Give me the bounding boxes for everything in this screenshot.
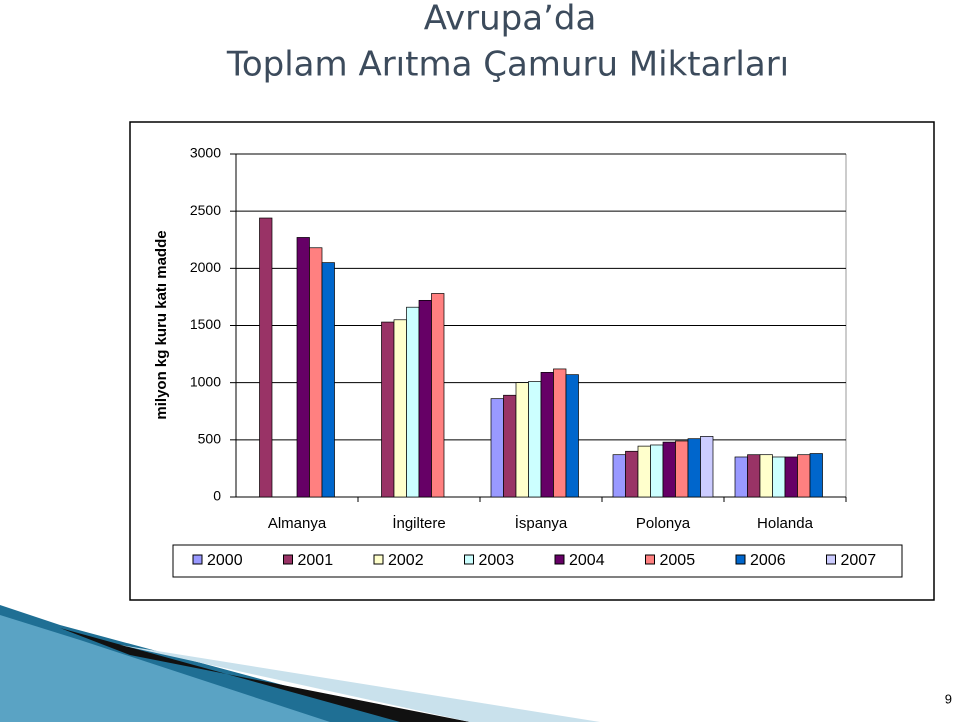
bar <box>259 217 273 498</box>
subtitle: Toplam Arıtma Çamuru Miktarları <box>226 45 789 85</box>
bar <box>296 237 310 498</box>
legend-label: 2004 <box>569 552 605 569</box>
legend-swatch <box>554 554 565 565</box>
bar <box>321 262 335 498</box>
legend-label: 2003 <box>479 552 515 569</box>
bar <box>528 381 542 498</box>
bar <box>309 247 323 498</box>
bar <box>759 454 773 498</box>
y-tick-label: 0 <box>213 488 221 504</box>
legend-swatch <box>645 554 655 565</box>
bar <box>747 454 761 498</box>
bar <box>784 456 798 498</box>
y-axis-label: milyon kg kuru katı madde <box>153 230 170 419</box>
legend-label: 2006 <box>750 552 786 569</box>
legend-label: 2005 <box>660 552 696 569</box>
legend-swatch <box>283 554 293 565</box>
decor <box>0 615 330 722</box>
bar <box>687 438 701 498</box>
bar <box>612 454 626 498</box>
y-tick-label: 1500 <box>190 316 221 332</box>
bar <box>490 398 504 498</box>
bar <box>650 444 664 498</box>
bar <box>553 368 567 498</box>
bar <box>393 319 407 498</box>
x-tick-label: İngiltere <box>392 514 445 532</box>
bar <box>809 453 823 498</box>
bar <box>381 321 395 498</box>
bar <box>540 372 554 498</box>
bar <box>406 306 420 498</box>
bar <box>637 445 651 498</box>
y-tick-label: 3000 <box>190 145 221 161</box>
x-tick-label: Almanya <box>268 515 327 532</box>
bar <box>772 456 786 498</box>
y-tick-label: 2000 <box>190 259 221 275</box>
bar <box>625 450 639 498</box>
bar <box>565 374 579 498</box>
bar <box>515 382 529 498</box>
x-tick-label: Polonya <box>636 515 691 532</box>
legend-swatch <box>373 554 384 565</box>
legend-swatch <box>192 554 203 565</box>
legend-label: 2000 <box>207 552 243 569</box>
bar <box>503 394 517 498</box>
decor <box>120 645 600 722</box>
legend-label: 2001 <box>298 552 334 569</box>
y-tick-label: 2500 <box>190 202 221 218</box>
legend-swatch <box>826 554 836 565</box>
legend-swatch <box>735 554 746 565</box>
bar <box>431 293 445 498</box>
bar <box>700 436 714 498</box>
bar <box>662 441 676 498</box>
bar <box>418 299 432 498</box>
bar <box>734 456 748 498</box>
y-tick-label: 1000 <box>190 373 221 389</box>
page-number: 9 <box>945 691 952 706</box>
bar <box>797 454 811 498</box>
legend-box <box>172 544 903 578</box>
title: Avrupa’da <box>424 0 597 39</box>
x-tick-label: İspanya <box>515 514 568 532</box>
y-tick-label: 500 <box>198 431 222 447</box>
legend-label: 2007 <box>841 552 877 569</box>
legend-swatch <box>464 554 474 565</box>
bar <box>675 440 689 498</box>
x-tick-label: Holanda <box>757 515 814 532</box>
legend-label: 2002 <box>388 552 424 569</box>
